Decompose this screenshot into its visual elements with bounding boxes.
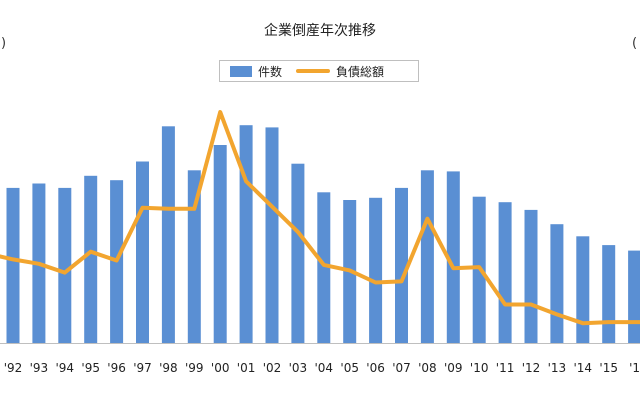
bar-6 — [161, 126, 175, 343]
x-tick-label: '14 — [574, 361, 593, 375]
legend: 件数 負債総額 — [219, 60, 419, 82]
x-tick-label: '99 — [185, 361, 204, 375]
x-tick-label: '95 — [81, 361, 100, 375]
bar-11 — [291, 163, 305, 343]
x-tick-label: '92 — [4, 361, 23, 375]
x-tick-label: '01 — [237, 361, 256, 375]
legend-item-count: 件数 — [230, 63, 282, 80]
x-tick-label: '05 — [340, 361, 359, 375]
legend-label-debt: 負債総額 — [336, 64, 385, 79]
legend-item-debt: 負債総額 — [296, 63, 384, 80]
x-tick-label: '93 — [30, 361, 49, 375]
x-tick-label: '1 — [629, 361, 640, 375]
x-tick-label: '96 — [107, 361, 126, 375]
bar-17 — [446, 171, 460, 343]
x-tick-label: '98 — [159, 361, 178, 375]
bar-5 — [136, 161, 149, 343]
bar-24 — [628, 250, 640, 343]
x-tick-label: '97 — [133, 361, 152, 375]
bar-12 — [317, 192, 331, 343]
x-tick-label: '09 — [444, 361, 463, 375]
x-tick-label: '06 — [366, 361, 385, 375]
bar-23 — [602, 245, 616, 343]
legend-line-swatch — [296, 69, 331, 73]
chart-title: 企業倒産年次推移 — [264, 23, 376, 39]
bar-21 — [550, 224, 564, 343]
x-tick-label: '94 — [56, 361, 75, 375]
bar-14 — [369, 197, 383, 343]
bar-16 — [420, 170, 434, 343]
x-tick-label: '02 — [263, 361, 282, 375]
x-tick-label: '07 — [392, 361, 411, 375]
x-tick-label: '15 — [599, 361, 618, 375]
bar-9 — [239, 125, 253, 343]
legend-label-count: 件数 — [258, 64, 283, 79]
bar-10 — [265, 127, 279, 344]
bar-19 — [498, 202, 512, 343]
x-tick-label: '13 — [548, 361, 567, 375]
bar-7 — [187, 170, 201, 343]
bar-3 — [84, 175, 98, 343]
x-tick-label: '08 — [418, 361, 437, 375]
bar-22 — [576, 236, 590, 343]
x-tick-label: '12 — [522, 361, 541, 375]
x-tick-label: '10 — [470, 361, 489, 375]
bar-20 — [524, 209, 538, 343]
bar-0 — [6, 187, 20, 343]
x-tick-label: '00 — [211, 361, 230, 375]
left-axis-unit-fragment: ) — [1, 36, 7, 51]
right-axis-unit-fragment: ( — [632, 36, 638, 51]
x-tick-label: '04 — [315, 361, 334, 375]
bar-2 — [58, 187, 72, 343]
bar-8 — [213, 145, 227, 343]
bar-15 — [395, 187, 408, 343]
x-tick-label: '03 — [289, 361, 308, 375]
legend-bar-swatch — [230, 65, 252, 77]
x-tick-label: '11 — [496, 361, 515, 375]
